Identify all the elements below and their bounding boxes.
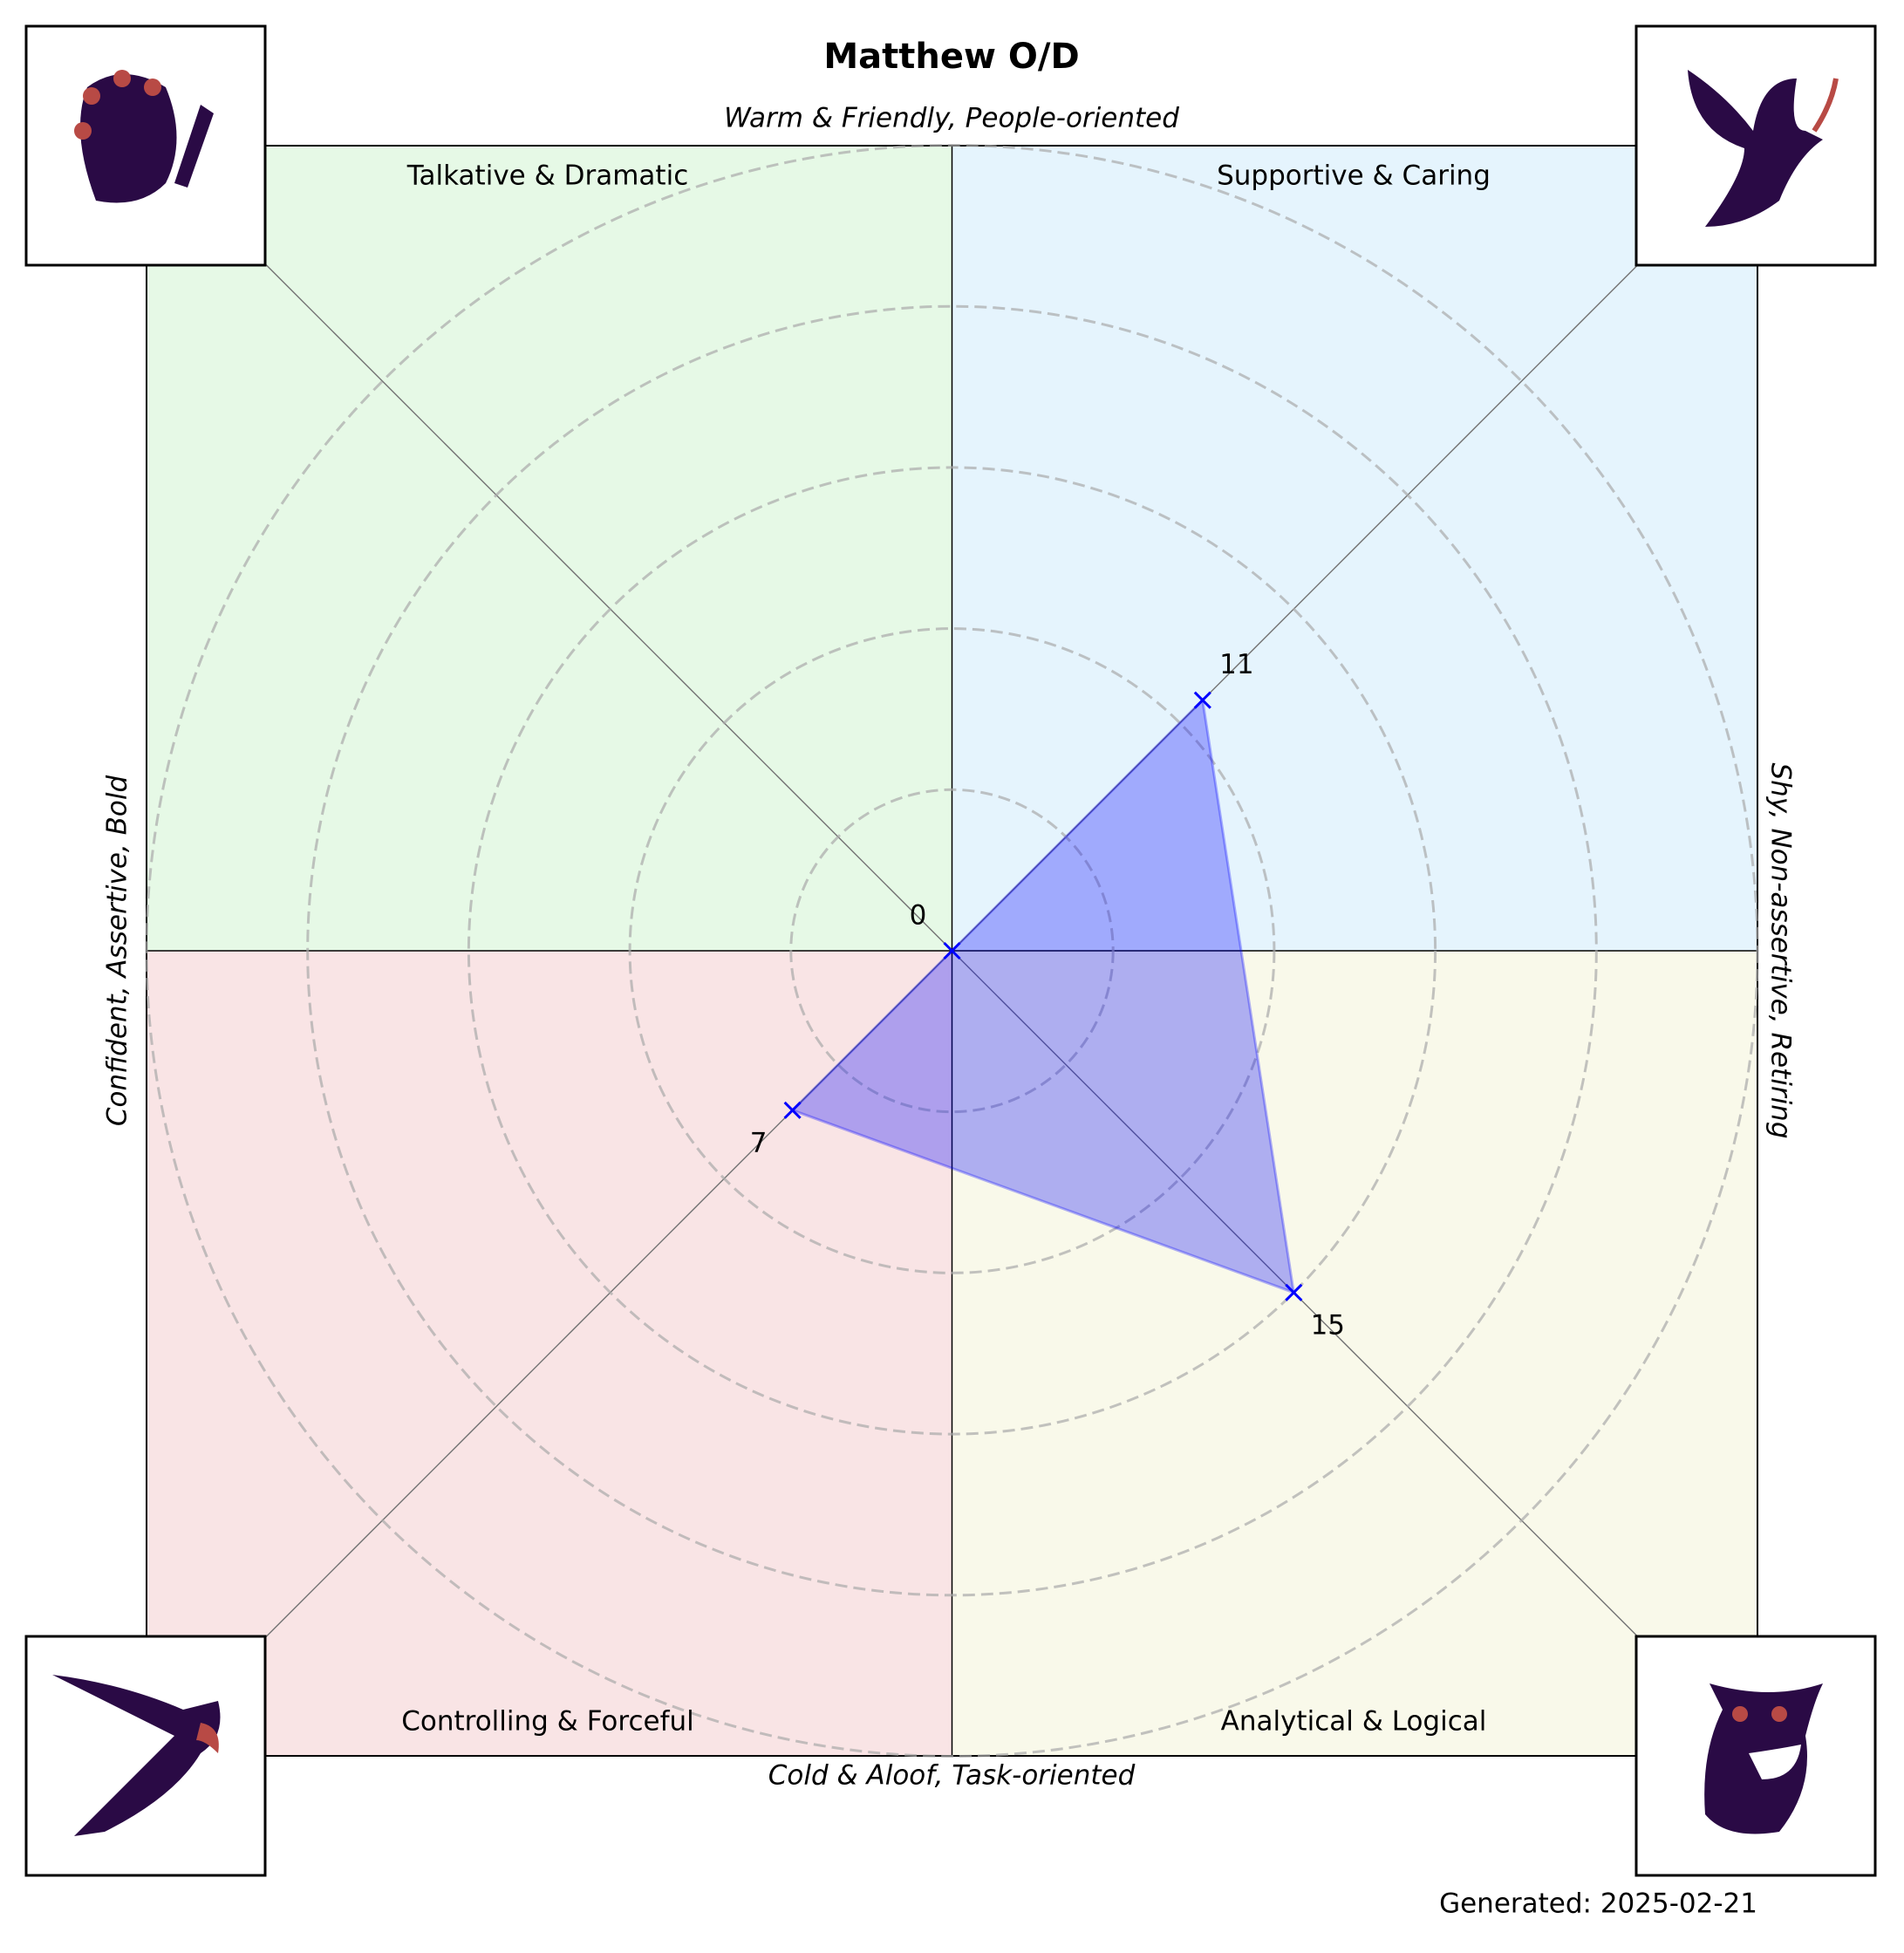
icon-owl (1634, 1635, 1877, 1877)
diagonal (146, 144, 953, 952)
icon-dove (1634, 24, 1877, 267)
grid-ring (145, 144, 1759, 1758)
diagonal (146, 950, 953, 1758)
data-marker (1193, 691, 1211, 709)
chart-title: Matthew O/D (823, 37, 1079, 77)
data-marker (943, 941, 961, 960)
data-label: 0 (910, 900, 927, 932)
quadrant-label: Controlling & Forceful (401, 1706, 694, 1738)
icon-eagle (24, 1635, 267, 1877)
quadrant-label: Analytical & Logical (1221, 1706, 1487, 1738)
grid-ring (628, 627, 1276, 1274)
data-label: 7 (750, 1127, 768, 1158)
icon-peacock (24, 24, 267, 267)
axis-label-bottom: Cold & Aloof, Task-oriented (768, 1760, 1136, 1792)
grid-ring (467, 466, 1437, 1436)
axis-label-right: Shy, Non-assertive, Retiring (1765, 762, 1797, 1138)
axis-label-left: Confident, Assertive, Bold (102, 775, 133, 1127)
data-label: 11 (1219, 649, 1253, 680)
data-marker (783, 1101, 802, 1119)
diagonal (951, 144, 1758, 952)
grid-ring (789, 788, 1115, 1114)
quadrant-label: Supportive & Caring (1217, 160, 1491, 192)
grid-ring (306, 304, 1598, 1597)
quadrant-label: Talkative & Dramatic (406, 160, 689, 192)
data-label: 15 (1311, 1309, 1345, 1341)
diagonal (951, 950, 1758, 1758)
footer: Generated: 2025-02-21 (1439, 1888, 1757, 1920)
axis-label-top: Warm & Friendly, People-oriented (724, 103, 1179, 134)
data-marker (1285, 1283, 1303, 1301)
